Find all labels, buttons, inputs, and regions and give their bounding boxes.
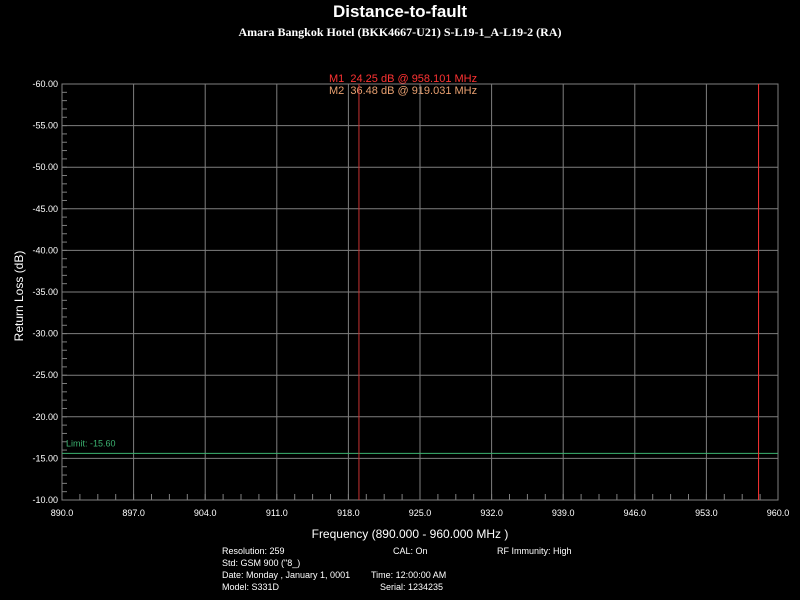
- y-tick-label: -25.00: [32, 370, 58, 380]
- info-cal: CAL: On: [393, 546, 428, 556]
- y-tick-label: -40.00: [32, 245, 58, 255]
- info-resolution: Resolution: 259: [222, 546, 285, 556]
- info-date: Date: Monday , January 1, 0001: [222, 570, 351, 580]
- chart-title: Distance-to-fault: [332, 2, 468, 21]
- info-std: Std: GSM 900 ("8_): [222, 558, 301, 568]
- y-tick-label: -55.00: [32, 121, 58, 131]
- info-time: Time: 12:00:00 AM: [371, 570, 447, 580]
- marker-m1-readout: M1 24.25 dB @ 958.101 MHz: [328, 73, 478, 85]
- x-tick-label: 904.0: [194, 508, 217, 518]
- y-tick-label: -45.00: [32, 204, 58, 214]
- x-tick-label: 960.0: [767, 508, 790, 518]
- x-tick-label: 939.0: [552, 508, 575, 518]
- y-tick-label: -35.00: [32, 287, 58, 297]
- limit-label: Limit: -15.60: [66, 438, 116, 448]
- x-tick-label: 932.0: [480, 508, 503, 518]
- x-tick-label: 953.0: [695, 508, 718, 518]
- y-tick-label: -50.00: [32, 162, 58, 172]
- y-tick-label: -20.00: [32, 412, 58, 422]
- y-tick-label: -15.00: [32, 453, 58, 463]
- x-tick-label: 918.0: [337, 508, 360, 518]
- y-tick-label: -10.00: [32, 495, 58, 505]
- info-model: Model: S331D: [222, 582, 280, 592]
- info-rf-immunity: RF Immunity: High: [497, 546, 572, 556]
- x-tick-label: 897.0: [122, 508, 145, 518]
- x-axis-label: Frequency (890.000 - 960.000 MHz ): [312, 527, 509, 541]
- marker-readout: M1 24.25 dB @ 958.101 MHz M2 36.48 dB @ …: [0, 61, 800, 97]
- y-tick-label: -60.00: [32, 79, 58, 89]
- x-tick-label: 946.0: [624, 508, 647, 518]
- marker-m2-readout: M2 36.48 dB @ 919.031 MHz: [328, 85, 478, 97]
- y-axis-label: Return Loss (dB): [12, 251, 26, 342]
- info-serial: Serial: 1234235: [380, 582, 444, 592]
- chart-subtitle: Amara Bangkok Hotel (BKK4667-U21) S-L19-…: [238, 25, 562, 39]
- x-tick-label: 925.0: [409, 508, 432, 518]
- y-tick-label: -30.00: [32, 329, 58, 339]
- x-tick-label: 911.0: [266, 508, 288, 518]
- x-tick-label: 890.0: [51, 508, 74, 518]
